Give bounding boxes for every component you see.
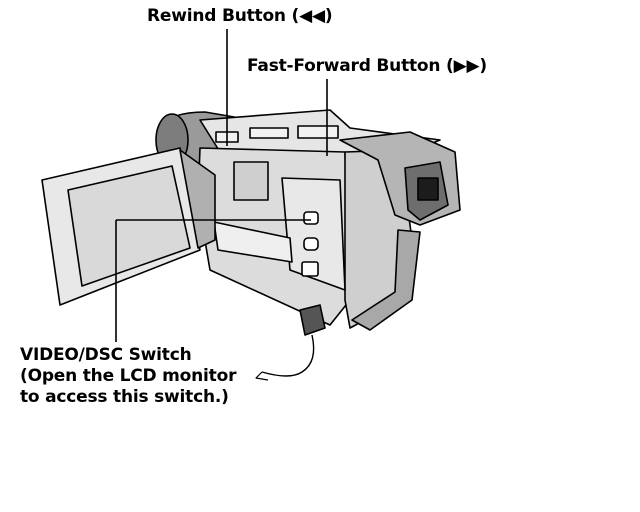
av-cable [261,334,315,377]
lcd-hinge [179,149,216,249]
rewind-button-label: Rewind Button (◀◀) [147,6,333,26]
switch-label-line-3: to access this switch.) [20,387,229,407]
viewfinder-window [417,177,439,201]
speaker-grille [233,161,269,201]
video-dsc-switch-shape [303,211,319,225]
fast-forward-button-label: Fast-Forward Button (▶▶) [247,56,487,76]
switch-label-line-2: (Open the LCD monitor [20,366,237,386]
av-cable-connector [299,304,326,336]
fast-forward-button-shape [297,125,339,139]
video-dsc-switch-label: VIDEO/DSC Switch (Open the LCD monitor t… [20,345,236,408]
switch-label-line-1: VIDEO/DSC Switch [20,345,192,365]
lcd-screen [67,165,191,287]
grip [351,229,421,331]
